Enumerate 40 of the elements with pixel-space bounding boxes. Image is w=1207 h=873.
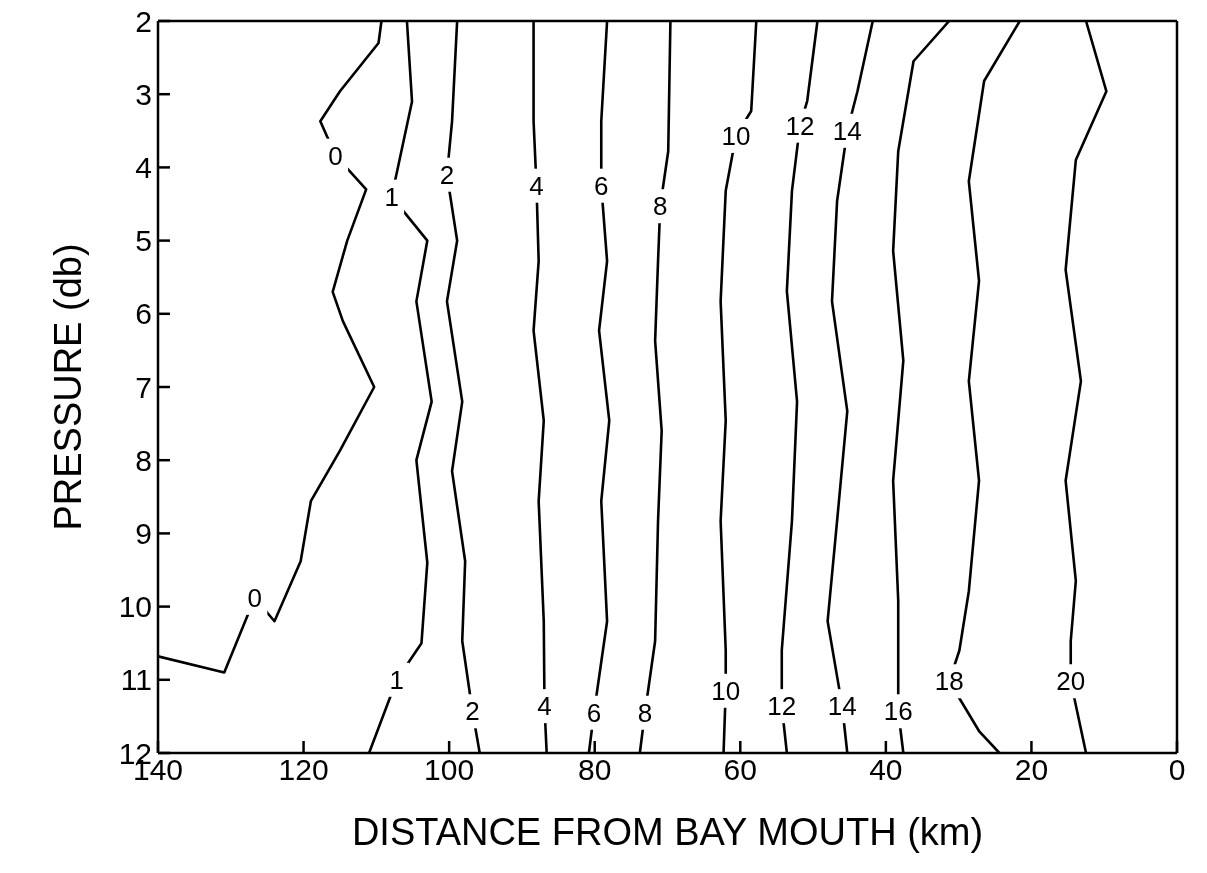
annotation: 14: [827, 691, 857, 722]
annotation: 4: [529, 170, 544, 201]
y-tick-label: 7: [135, 370, 152, 404]
y-axis-title: PRESSURE (db): [47, 243, 90, 531]
x-tick-label: 60: [723, 753, 757, 787]
annotation: 12: [785, 110, 815, 141]
annotation: 18: [934, 666, 964, 697]
annotation: 1: [384, 181, 399, 212]
x-tick-label: 80: [578, 753, 612, 787]
x-tick-label: 20: [1014, 753, 1049, 787]
annotation: 0: [328, 140, 343, 171]
x-axis-title: DISTANCE FROM BAY MOUTH (km): [351, 811, 984, 853]
y-tick-label: 2: [135, 4, 152, 38]
y-tick-label: 4: [135, 151, 152, 185]
x-tick-label: 40: [869, 753, 903, 787]
annotation: 8: [652, 191, 668, 222]
y-tick-label: 11: [120, 663, 152, 697]
annotation: 1: [389, 664, 404, 695]
annotation: 10: [711, 675, 741, 706]
annotation: 14: [832, 115, 862, 146]
annotation: 2: [465, 696, 480, 727]
annotation: 8: [637, 697, 653, 728]
annotation: 0: [247, 582, 263, 613]
y-tick-label: 10: [118, 590, 152, 624]
annotation: 6: [586, 697, 602, 728]
x-tick-label: 0: [1168, 753, 1186, 787]
y-tick-label: 5: [135, 224, 152, 258]
y-tick-label: 9: [135, 517, 152, 551]
annotation: 10: [721, 120, 751, 151]
y-tick-label: 3: [135, 77, 152, 111]
annotation: 6: [594, 170, 609, 201]
x-tick-label: 100: [424, 753, 475, 787]
annotation: 16: [883, 696, 913, 727]
x-tick-label: 120: [278, 753, 329, 787]
y-tick-label: 8: [135, 443, 152, 477]
y-tick-label: 6: [135, 297, 152, 331]
annotation: 20: [1056, 666, 1086, 697]
annotation: 4: [537, 691, 552, 722]
annotation: 12: [767, 691, 797, 722]
annotation: 2: [439, 159, 455, 190]
